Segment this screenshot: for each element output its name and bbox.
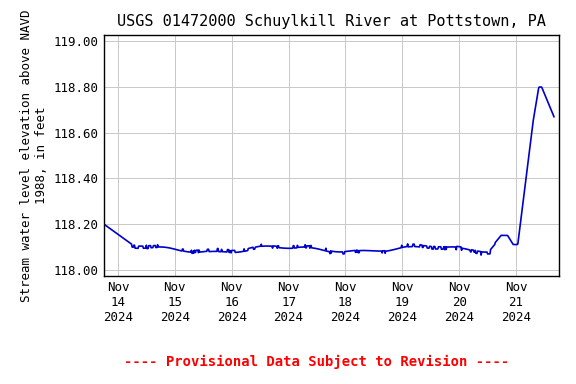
Text: ---- Provisional Data Subject to Revision ----: ---- Provisional Data Subject to Revisio… [124,354,509,369]
Y-axis label: Stream water level elevation above NAVD
1988, in feet: Stream water level elevation above NAVD … [20,9,48,302]
Title: USGS 01472000 Schuylkill River at Pottstown, PA: USGS 01472000 Schuylkill River at Pottst… [117,14,545,29]
